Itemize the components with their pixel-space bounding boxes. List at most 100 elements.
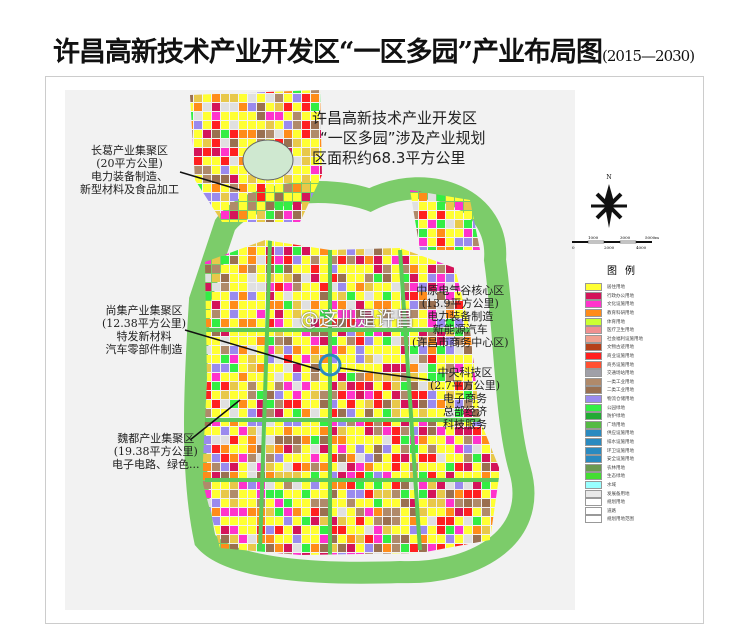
land-parcel bbox=[230, 544, 238, 552]
land-parcel bbox=[239, 517, 247, 525]
land-parcel bbox=[428, 319, 436, 327]
land-parcel bbox=[392, 481, 400, 489]
land-parcel bbox=[437, 310, 445, 318]
land-parcel bbox=[455, 211, 463, 219]
land-parcel bbox=[437, 211, 445, 219]
land-parcel bbox=[356, 526, 364, 534]
land-parcel bbox=[284, 400, 292, 408]
land-parcel bbox=[212, 301, 220, 309]
land-parcel bbox=[446, 463, 454, 471]
land-parcel bbox=[473, 472, 481, 480]
land-parcel bbox=[275, 247, 283, 255]
land-parcel bbox=[392, 400, 400, 408]
legend-item: 行政办公用地 bbox=[585, 291, 665, 301]
land-parcel bbox=[311, 355, 319, 363]
land-parcel bbox=[275, 292, 283, 300]
land-parcel bbox=[248, 247, 256, 255]
land-parcel bbox=[464, 373, 472, 381]
land-parcel bbox=[302, 364, 310, 372]
land-parcel bbox=[311, 265, 319, 273]
land-parcel bbox=[293, 355, 301, 363]
land-parcel bbox=[194, 166, 202, 174]
land-parcel bbox=[383, 499, 391, 507]
land-parcel bbox=[482, 454, 490, 462]
land-parcel bbox=[473, 526, 481, 534]
legend-item: 广场用地 bbox=[585, 420, 665, 430]
land-parcel bbox=[437, 535, 445, 543]
land-parcel bbox=[284, 274, 292, 282]
land-parcel bbox=[293, 544, 301, 552]
land-parcel bbox=[464, 454, 472, 462]
land-parcel bbox=[284, 355, 292, 363]
land-parcel bbox=[320, 292, 328, 300]
land-parcel bbox=[410, 319, 418, 327]
land-parcel bbox=[455, 229, 463, 237]
land-parcel bbox=[266, 382, 274, 390]
land-parcel bbox=[221, 283, 229, 291]
land-parcel bbox=[365, 391, 373, 399]
land-parcel bbox=[311, 139, 319, 147]
land-parcel bbox=[464, 526, 472, 534]
land-parcel bbox=[221, 391, 229, 399]
land-parcel bbox=[320, 256, 328, 264]
land-parcel bbox=[230, 139, 238, 147]
land-parcel bbox=[410, 535, 418, 543]
land-parcel bbox=[212, 499, 220, 507]
land-parcel bbox=[338, 310, 346, 318]
land-parcel bbox=[365, 535, 373, 543]
land-parcel bbox=[383, 283, 391, 291]
legend-swatch bbox=[585, 480, 602, 489]
land-parcel bbox=[356, 346, 364, 354]
land-parcel bbox=[320, 508, 328, 516]
land-parcel bbox=[230, 346, 238, 354]
land-parcel bbox=[311, 274, 319, 282]
land-parcel bbox=[383, 427, 391, 435]
land-parcel bbox=[482, 499, 490, 507]
land-parcel bbox=[401, 436, 409, 444]
land-parcel bbox=[455, 364, 463, 372]
land-parcel bbox=[428, 274, 436, 282]
legend-swatch bbox=[585, 283, 602, 292]
land-parcel bbox=[284, 301, 292, 309]
legend-item: 体育用地 bbox=[585, 317, 665, 326]
land-parcel bbox=[266, 445, 274, 453]
land-parcel bbox=[356, 292, 364, 300]
land-parcel bbox=[230, 454, 238, 462]
land-parcel bbox=[446, 436, 454, 444]
land-parcel bbox=[320, 283, 328, 291]
land-parcel bbox=[410, 283, 418, 291]
land-parcel bbox=[419, 499, 427, 507]
land-parcel bbox=[248, 490, 256, 498]
land-parcel bbox=[392, 364, 400, 372]
land-parcel bbox=[239, 139, 247, 147]
land-parcel bbox=[284, 139, 292, 147]
land-parcel bbox=[293, 130, 301, 138]
scale-label: 2000 bbox=[604, 245, 615, 250]
title-years: (2015—2030) bbox=[602, 47, 695, 65]
land-parcel bbox=[464, 382, 472, 390]
land-parcel bbox=[311, 310, 319, 318]
land-parcel bbox=[266, 454, 274, 462]
land-parcel bbox=[248, 445, 256, 453]
land-parcel bbox=[365, 526, 373, 534]
legend-item: 规划用地范围 bbox=[585, 515, 665, 524]
land-parcel bbox=[329, 346, 337, 354]
land-parcel bbox=[203, 121, 211, 129]
land-parcel bbox=[257, 319, 265, 327]
land-parcel bbox=[284, 121, 292, 129]
legend-label: 教育科研用地 bbox=[607, 311, 634, 317]
land-parcel bbox=[230, 121, 238, 129]
land-parcel bbox=[428, 481, 436, 489]
land-parcel bbox=[302, 130, 310, 138]
land-parcel bbox=[329, 247, 337, 255]
land-parcel bbox=[473, 409, 481, 417]
land-parcel bbox=[455, 301, 463, 309]
land-parcel bbox=[266, 103, 274, 111]
land-parcel bbox=[221, 157, 229, 165]
land-parcel bbox=[320, 274, 328, 282]
land-parcel bbox=[374, 310, 382, 318]
land-parcel bbox=[221, 301, 229, 309]
land-parcel bbox=[230, 463, 238, 471]
land-parcel bbox=[401, 472, 409, 480]
central-roundabout bbox=[318, 353, 342, 377]
